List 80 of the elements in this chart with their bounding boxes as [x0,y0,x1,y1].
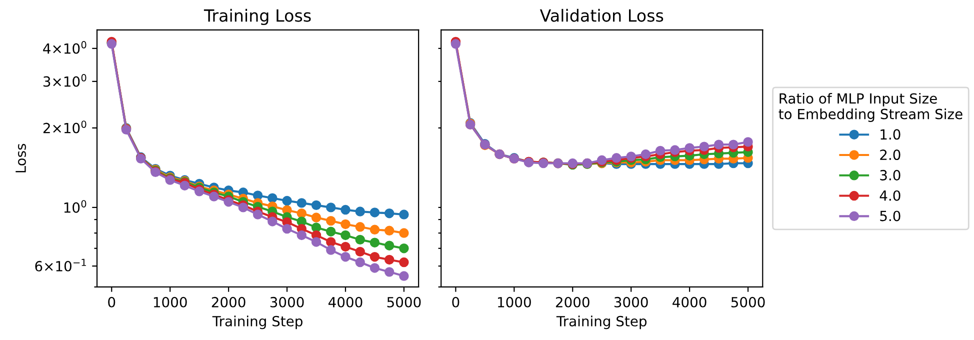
point [355,222,365,232]
point [340,230,350,240]
point [326,226,336,236]
point [340,252,350,262]
point [384,208,394,218]
point [714,140,724,150]
point [399,271,409,281]
x-tick-label: 2000 [212,296,246,308]
point [640,149,651,160]
point [384,254,394,265]
point [399,210,409,220]
x-tick-label: 0 [108,296,116,308]
point [355,234,365,245]
chart-title: Training Loss [204,8,311,26]
point [612,153,622,163]
point [282,224,292,234]
legend-label: 1.0 [880,129,900,140]
point [355,246,365,257]
legend-label: 4.0 [880,190,900,201]
point [355,257,365,268]
point [296,230,306,240]
point [326,202,336,212]
point [340,219,350,230]
point [311,200,322,210]
x-tick-label: 2000 [556,296,590,308]
point [340,204,350,215]
point [311,212,322,222]
point [296,208,306,218]
x-tick-label: 3000 [270,296,304,308]
point [728,140,738,150]
point [238,202,248,212]
chart-title: Validation Loss [540,8,664,22]
point [370,263,380,273]
x-axis-title: Training Step [556,316,647,330]
point [296,198,306,208]
y-tick-label: 10$^{0}$ [64,200,86,213]
x-tick-label: 3000 [614,296,648,308]
point [370,252,380,262]
x-tick-label: 4000 [328,296,362,308]
legend-label: 5.0 [880,210,900,222]
point [268,216,278,226]
x-axis-title: Training Step [212,316,302,330]
x-tick-label: 5000 [731,296,765,308]
point [282,196,292,206]
point [399,228,409,238]
point [655,146,666,156]
y-tick-label: 6×10$^{−1}$ [35,258,86,272]
point [399,257,409,268]
legend-title: Ratio of MLP Input Size to Embedding Stream Size [778,92,962,122]
point [684,143,694,153]
point [370,224,380,235]
x-tick-label: 1000 [154,296,187,308]
legend-label: 2.0 [880,150,900,160]
point [311,237,322,247]
y-tick-label: 2×10$^{0}$ [43,120,86,134]
point [340,242,350,252]
point [699,142,710,152]
y-axis-title: Loss [16,144,26,172]
point [252,210,263,220]
legend-label: 3.0 [880,170,900,180]
point [355,206,365,216]
point [384,267,394,277]
x-tick-label: 4000 [672,296,706,308]
point [370,238,380,248]
point [268,193,278,203]
x-tick-label: 5000 [387,296,421,308]
point [384,226,394,236]
point [180,180,190,190]
point [743,137,753,147]
point [370,208,380,218]
x-tick-label: 0 [452,296,460,308]
point [326,245,336,255]
x-tick-label: 1000 [498,296,531,308]
point [311,222,322,232]
y-tick-label: 3×10$^{0}$ [43,74,86,87]
point [326,216,336,226]
point [399,244,409,254]
point [384,240,394,250]
point [326,237,336,247]
y-tick-label: 4×10$^{0}$ [43,41,86,54]
